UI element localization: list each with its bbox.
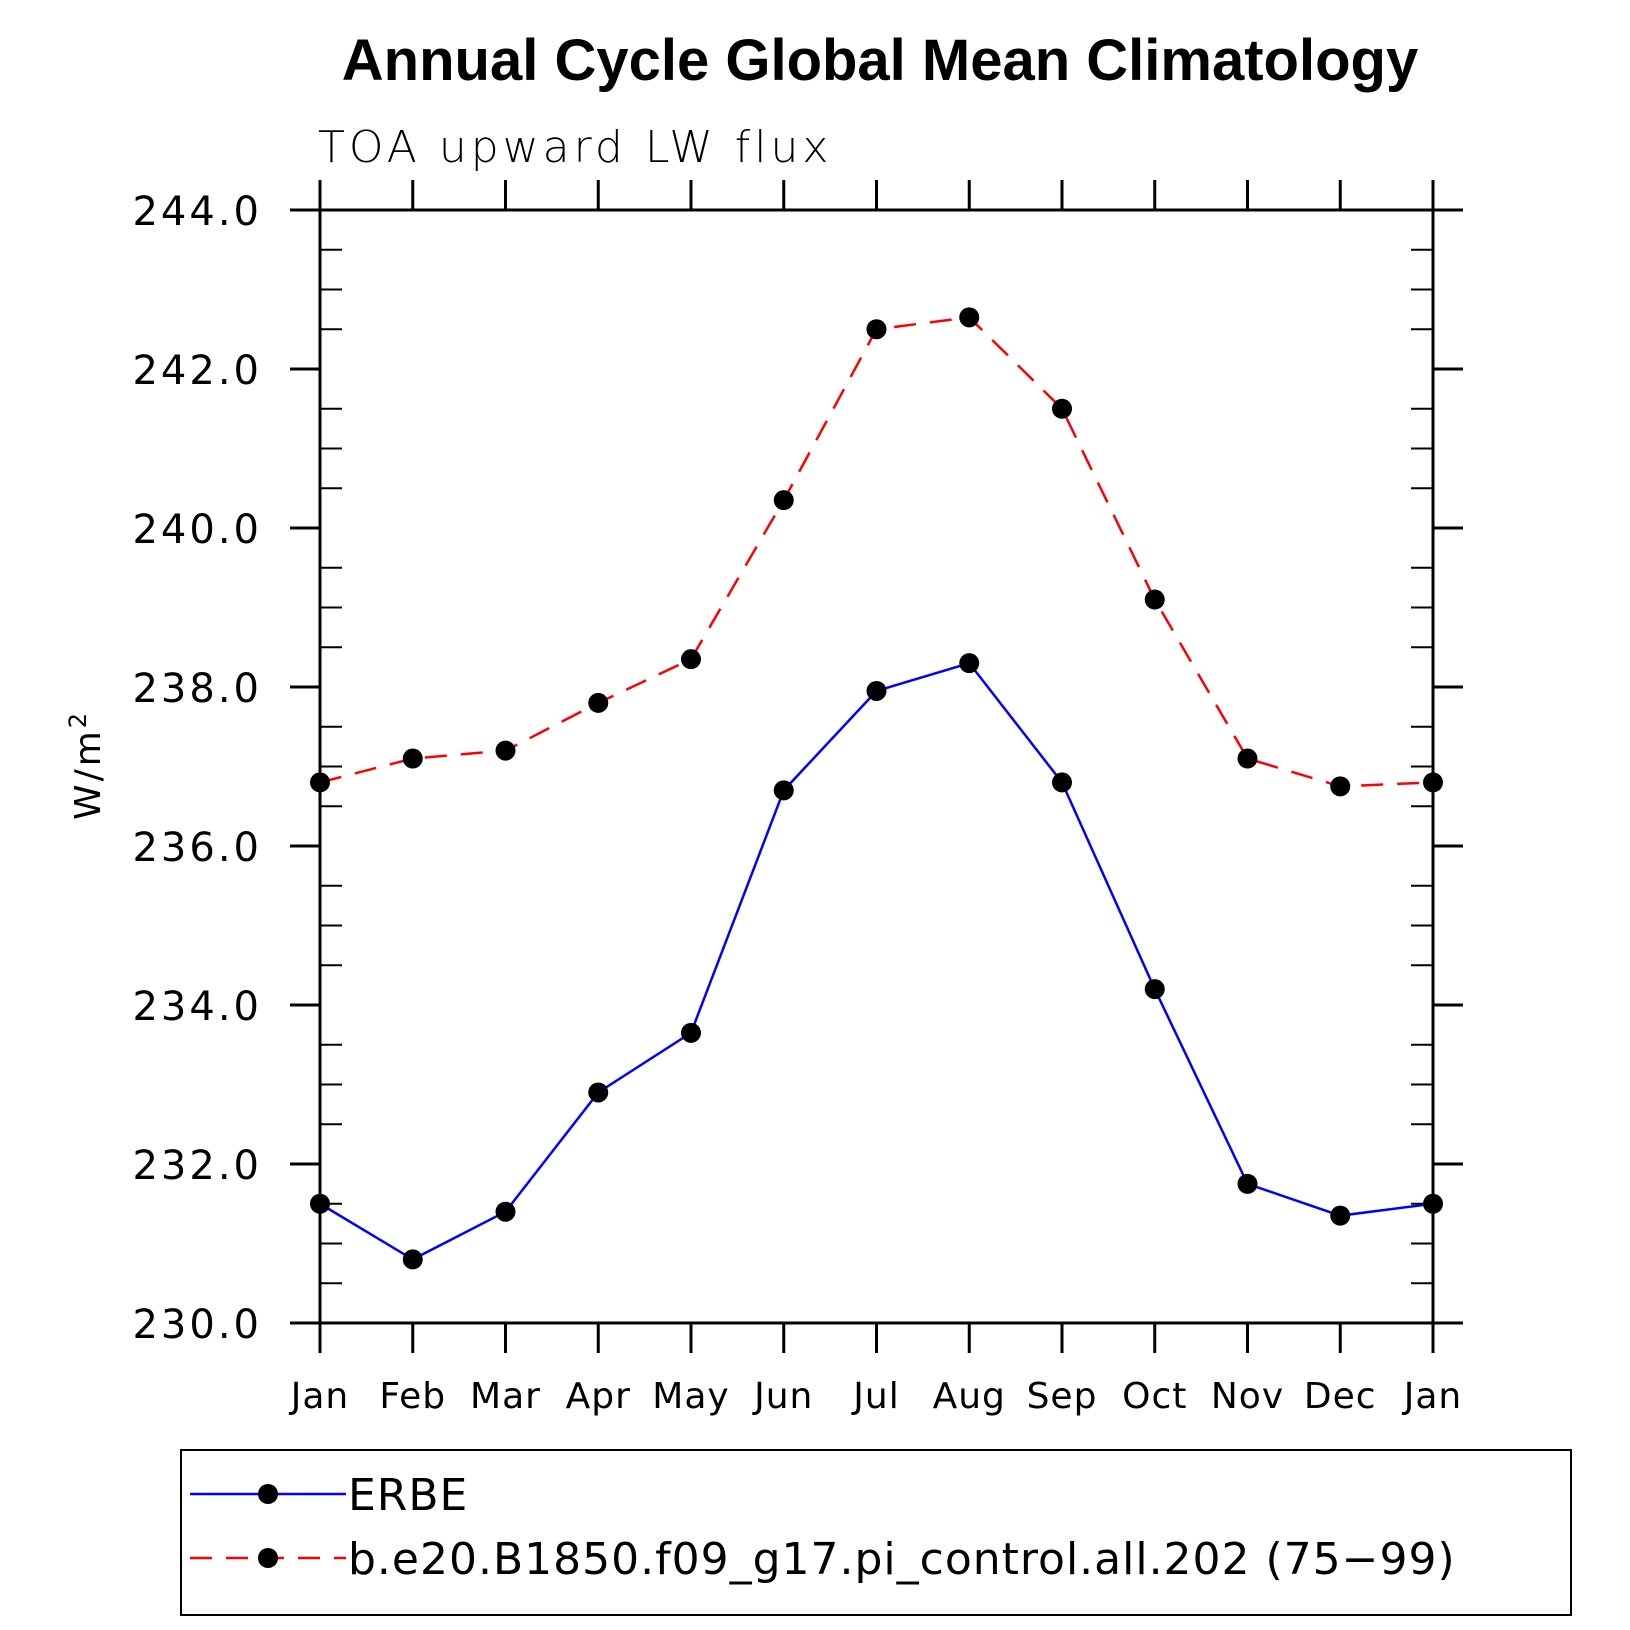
- y-tick-label: 244.0: [132, 189, 262, 235]
- series-2-point: [495, 740, 516, 761]
- x-tick-label: Jul: [851, 1376, 899, 1417]
- plot-frame: [318, 208, 1435, 1325]
- x-tick-label: May: [652, 1376, 729, 1417]
- chart-title: Annual Cycle Global Mean Climatology: [342, 28, 1418, 93]
- series-2-point: [773, 490, 794, 511]
- x-tick-label: Nov: [1211, 1376, 1284, 1417]
- legend-box: [180, 1449, 1572, 1616]
- tick-labels: 230.0 232.0 234.0 236.0 238.0 240.0 242.0 244.0…: [132, 189, 1463, 1417]
- y-tick-label: 240.0: [132, 507, 262, 553]
- y-tick-label: 232.0: [132, 1143, 262, 1189]
- x-tick-label: Dec: [1304, 1376, 1377, 1417]
- y-tick-label: 238.0: [132, 666, 262, 712]
- x-tick-label: Feb: [379, 1376, 446, 1417]
- series-2-point: [588, 692, 609, 713]
- legend-marker-1: [258, 1484, 278, 1504]
- series-2-point: [681, 649, 701, 670]
- series-2-point: [959, 307, 980, 328]
- axis-ticks: [290, 180, 1463, 1353]
- x-tick-label: Jan: [289, 1376, 350, 1417]
- x-tick-label: Apr: [566, 1376, 631, 1417]
- legend-marker-2: [258, 1548, 278, 1568]
- legend-label-1: ERBE: [348, 1470, 468, 1521]
- y-tick-label: 234.0: [132, 984, 262, 1030]
- series-1-point: [1237, 1173, 1258, 1194]
- y-tick-label: 230.0: [132, 1302, 262, 1348]
- legend-label-2: b.e20.B1850.f09_g17.pi_control.all.202 (…: [348, 1534, 1456, 1585]
- series-1-point: [681, 1022, 701, 1043]
- series-1-point: [866, 680, 887, 701]
- series-2-point: [866, 319, 887, 340]
- x-tick-label: Jun: [752, 1376, 813, 1417]
- chart-subtitle: TOA upward LW flux: [318, 122, 832, 173]
- series-1-point: [1144, 979, 1165, 1000]
- series-2-point: [1052, 398, 1072, 419]
- x-tick-label: Jan: [1402, 1376, 1463, 1417]
- series-1-point: [402, 1249, 423, 1270]
- y-tick-label: 242.0: [132, 348, 262, 394]
- series-1-point: [959, 653, 980, 674]
- x-tick-label: Mar: [470, 1376, 541, 1417]
- series-2-point: [1237, 748, 1258, 769]
- series-layer: [310, 307, 1443, 1270]
- series-2-point: [1144, 589, 1165, 610]
- series-2-point: [1330, 776, 1351, 797]
- series-1-point: [1052, 772, 1072, 793]
- series-1-point: [773, 780, 794, 801]
- x-tick-label: Oct: [1122, 1376, 1187, 1417]
- series-2-point: [402, 748, 423, 769]
- series-1-point: [588, 1082, 609, 1103]
- x-tick-label: Sep: [1027, 1376, 1098, 1417]
- series-line-2: [319, 316, 1434, 788]
- x-tick-label: Aug: [933, 1376, 1006, 1417]
- y-tick-label: 236.0: [132, 825, 262, 871]
- series-line-1: [319, 661, 1434, 1261]
- legend: ERBE b.e20.B1850.f09_g17.pi_control.all.2…: [180, 1449, 1572, 1616]
- series-1-point: [1330, 1205, 1351, 1226]
- y-axis-label-sup: 2: [64, 710, 92, 728]
- series-1-point: [495, 1201, 516, 1222]
- y-axis-label-base: W/m: [68, 728, 109, 820]
- y-axis-label: W/m2: [64, 710, 109, 820]
